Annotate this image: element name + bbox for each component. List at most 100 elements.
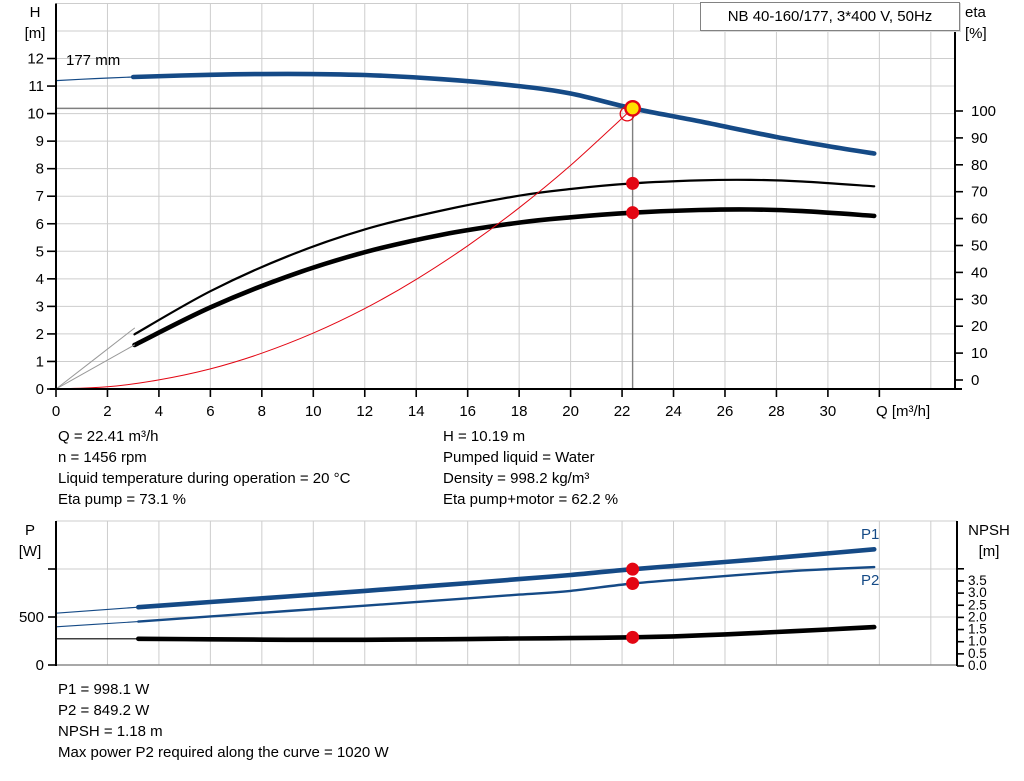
h-axis-label-line2: [m] [24, 25, 46, 42]
red-dot-marker [626, 206, 640, 220]
p-tick-label: 500 [19, 609, 44, 626]
eta-tick-label: 30 [971, 291, 988, 308]
q-tick-label: 10 [305, 403, 322, 420]
q-tick-label: 12 [356, 403, 373, 420]
npsh-tick-label: 2.5 [968, 597, 987, 612]
eta-tick-label: 80 [971, 157, 988, 174]
npsh-tick-label: 3.5 [968, 573, 987, 588]
h-tick-label: 2 [36, 326, 44, 343]
info-line-q: Q = 22.41 m³/h [58, 428, 159, 445]
q-tick-label: 18 [511, 403, 528, 420]
h-axis-label-line1: H [29, 4, 41, 21]
eta-tick-label: 50 [971, 238, 988, 255]
info-line-max-power: Max power P2 required along the curve = … [58, 744, 389, 761]
duty-point-marker[interactable] [624, 99, 642, 117]
h-tick-label: 10 [27, 106, 44, 123]
red-dot-marker [626, 562, 640, 576]
h-tick-label: 1 [36, 353, 44, 370]
eta-tick-label: 90 [971, 130, 988, 147]
series-p1-curve [136, 547, 877, 610]
p1-curve-label: P1 [861, 526, 880, 543]
red-dot-marker [626, 576, 640, 590]
p2-curve-label: P2 [861, 572, 880, 589]
duty-info-right: H = 10.19 m Pumped liquid = Water Densit… [443, 426, 618, 510]
series-system-curve [55, 107, 634, 390]
q-tick-label: 24 [665, 403, 682, 420]
info-line-pumped-liquid: Pumped liquid = Water [443, 449, 595, 466]
info-line-h: H = 10.19 m [443, 428, 526, 445]
power-info: P1 = 998.1 W P2 = 849.2 W NPSH = 1.18 m … [58, 679, 389, 763]
info-line-density: Density = 998.2 kg/m³ [443, 470, 590, 487]
impeller-diameter-label: 177 mm [66, 52, 121, 69]
eta-tick-label: 10 [971, 345, 988, 362]
info-line-liquid-temp: Liquid temperature during operation = 20… [58, 470, 351, 487]
h-tick-label: 7 [36, 188, 44, 205]
series-pump-curve-177mm [130, 71, 877, 156]
eta-tick-label: 40 [971, 264, 988, 281]
red-dot-marker [626, 176, 640, 190]
info-line-npsh: NPSH = 1.18 m [58, 723, 163, 740]
h-tick-label: 5 [36, 243, 44, 260]
q-tick-label: 16 [459, 403, 476, 420]
h-tick-label: 4 [36, 271, 44, 288]
info-line-p2: P2 = 849.2 W [58, 702, 150, 719]
eta-tick-label: 100 [971, 103, 996, 120]
eta-axis-label: eta [%] [965, 2, 987, 44]
eta-axis-label-line1: eta [965, 4, 986, 21]
pump-title-box: NB 40-160/177, 3*400 V, 50Hz [700, 2, 960, 31]
npsh-axis-label: NPSH [m] [960, 520, 1018, 562]
p-axis-label: P [W] [12, 520, 48, 562]
red-dot-marker [626, 630, 640, 644]
eta-tick-label: 60 [971, 211, 988, 228]
q-tick-label: 8 [258, 403, 266, 420]
eta-tick-label: 0 [971, 372, 979, 389]
info-line-eta-pump-motor: Eta pump+motor = 62.2 % [443, 491, 619, 508]
q-tick-label: 2 [103, 403, 111, 420]
series-eta-pump-motor [132, 207, 877, 348]
h-tick-label: 8 [36, 161, 44, 178]
duty-info-left: Q = 22.41 m³/h n = 1456 rpm Liquid tempe… [58, 426, 350, 510]
info-line-n: n = 1456 rpm [58, 449, 147, 466]
h-tick-label: 9 [36, 133, 44, 150]
eta-axis-label-line2: [%] [965, 25, 987, 42]
q-tick-label: 14 [408, 403, 425, 420]
q-tick-label: 6 [206, 403, 214, 420]
npsh-tick-label: 0.0 [968, 658, 987, 673]
npsh-tick-label: 1.5 [968, 622, 987, 637]
q-axis-label: Q [m³/h] [876, 403, 931, 420]
npsh-axis-label-line2: [m] [978, 543, 1000, 560]
h-tick-label: 12 [27, 51, 44, 68]
h-tick-label: 6 [36, 216, 44, 233]
q-tick-label: 28 [768, 403, 785, 420]
series-eta-pump [133, 178, 876, 336]
h-tick-label: 11 [28, 78, 44, 95]
h-tick-label: 3 [36, 298, 44, 315]
series-p2-curve-lead [55, 621, 139, 628]
p-tick-label: 0 [36, 657, 44, 674]
h-axis-label: H [m] [18, 2, 52, 44]
q-tick-label: 30 [820, 403, 837, 420]
series-pump-curve-177mm-lead [55, 76, 134, 82]
series-hull-line-lower [55, 344, 135, 390]
npsh-tick-label: 0.5 [968, 646, 987, 661]
npsh-tick-label: 2.0 [968, 609, 987, 624]
q-tick-label: 4 [155, 403, 163, 420]
info-line-eta-pump: Eta pump = 73.1 % [58, 491, 186, 508]
eta-tick-label: 70 [971, 184, 988, 201]
info-line-p1: P1 = 998.1 W [58, 681, 150, 698]
h-tick-label: 0 [36, 381, 44, 398]
npsh-axis-label-line1: NPSH [968, 522, 1010, 539]
npsh-tick-label: 3.0 [968, 585, 987, 600]
series-npsh-curve [136, 624, 877, 643]
npsh-tick-label: 1.0 [968, 634, 987, 649]
series-p1-curve-lead [55, 606, 139, 614]
series-hull-line-upper [55, 327, 135, 390]
q-tick-label: 20 [562, 403, 579, 420]
q-tick-label: 26 [717, 403, 734, 420]
series-p2-curve [137, 565, 876, 623]
q-tick-label: 22 [614, 403, 631, 420]
p-axis-label-line1: P [24, 522, 35, 539]
p-axis-label-line2: [W] [18, 543, 42, 560]
